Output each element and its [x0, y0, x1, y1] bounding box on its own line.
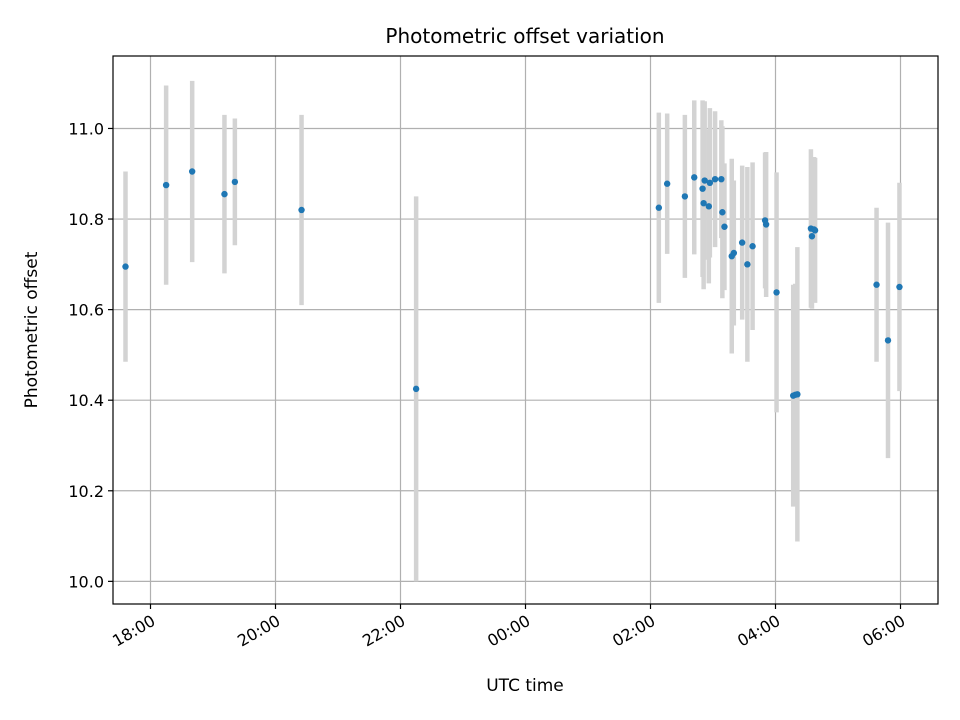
data-point — [706, 179, 714, 187]
data-point — [681, 193, 689, 200]
data-point — [873, 281, 880, 288]
data-point — [412, 385, 420, 393]
data-point — [655, 204, 663, 211]
y-tick-label: 11.0 — [68, 119, 104, 138]
y-tick-label: 10.6 — [68, 301, 104, 320]
data-point — [711, 175, 719, 183]
data-point — [794, 391, 801, 398]
data-point — [884, 337, 892, 344]
data-point — [663, 180, 671, 187]
data-point — [721, 223, 728, 230]
data-point — [705, 203, 713, 210]
data-point — [762, 221, 770, 228]
y-axis-label: Photometric offset — [22, 251, 42, 408]
data-point — [188, 168, 196, 175]
data-point — [749, 243, 756, 250]
data-point — [231, 178, 239, 186]
x-axis-label: UTC time — [486, 676, 564, 696]
data-point — [298, 206, 305, 214]
data-point — [122, 263, 129, 270]
data-point — [896, 283, 903, 291]
data-point — [719, 209, 726, 216]
data-point — [773, 289, 780, 296]
y-tick-label: 10.4 — [68, 391, 104, 410]
data-points — [122, 168, 903, 399]
y-tick-label: 10.8 — [68, 210, 104, 229]
data-point — [744, 261, 751, 268]
data-point — [730, 249, 738, 257]
data-point — [738, 239, 746, 246]
data-point — [699, 185, 706, 192]
data-point — [808, 233, 816, 240]
y-axis-ticks: 10.0 10.2 10.4 10.6 10.8 11.0 — [68, 119, 113, 591]
data-point — [700, 199, 707, 207]
data-point — [718, 175, 725, 183]
y-tick-label: 10.0 — [68, 572, 104, 591]
data-point — [162, 181, 170, 189]
y-tick-label: 10.2 — [68, 482, 104, 501]
data-point — [691, 174, 698, 181]
data-point — [811, 227, 819, 234]
chart-title: Photometric offset variation — [385, 24, 664, 48]
data-point — [221, 190, 228, 198]
data-point — [701, 177, 708, 184]
